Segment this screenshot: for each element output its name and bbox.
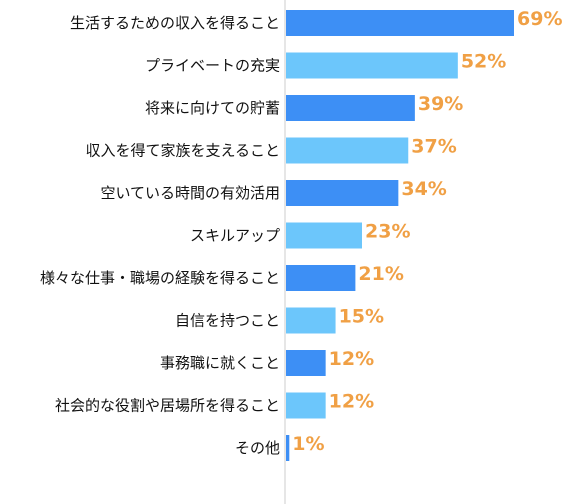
value-label: 1% <box>292 433 324 455</box>
category-label: その他 <box>235 439 280 457</box>
value-label: 52% <box>461 51 506 73</box>
bar <box>286 392 326 419</box>
bar <box>286 265 356 291</box>
category-label: 自信を持つこと <box>175 312 280 330</box>
bar <box>286 52 458 79</box>
value-label: 12% <box>329 391 374 413</box>
value-label: 23% <box>365 221 410 243</box>
category-label: スキルアップ <box>190 227 280 245</box>
bar <box>286 435 290 461</box>
value-label: 34% <box>401 178 446 200</box>
value-label: 39% <box>418 93 463 115</box>
bar <box>286 307 336 334</box>
category-label: 収入を得て家族を支えること <box>85 142 280 160</box>
bar <box>286 10 514 36</box>
labels-layer: 生活するための収入を得ること 69% プライベートの充実 52% 将来に向けての貯蓄 39… <box>40 8 563 457</box>
category-label: 様々な仕事・職場の経験を得ること <box>40 269 280 287</box>
value-label: 69% <box>517 8 562 30</box>
bar <box>286 180 399 206</box>
value-label: 12% <box>329 348 374 370</box>
category-label: 事務職に就くこと <box>160 354 280 372</box>
value-label: 37% <box>411 136 456 158</box>
bars-layer <box>286 10 514 461</box>
value-label: 15% <box>339 306 384 328</box>
bar <box>286 222 362 249</box>
category-label: 生活するための収入を得ること <box>70 14 280 32</box>
category-label: プライベートの充実 <box>145 57 280 75</box>
value-label: 21% <box>358 263 403 285</box>
category-label: 将来に向けての貯蓄 <box>145 99 280 117</box>
bar <box>286 137 409 164</box>
bar <box>286 95 415 121</box>
bar <box>286 350 326 376</box>
category-label: 空いている時間の有効活用 <box>100 184 280 202</box>
category-label: 社会的な役割や居場所を得ること <box>55 397 280 415</box>
